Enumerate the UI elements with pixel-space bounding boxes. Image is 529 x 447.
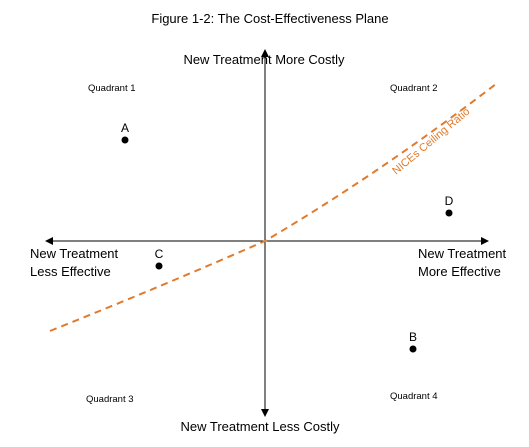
ceiling-ratio-line [49, 83, 497, 332]
quadrant-3-label: Quadrant 3 [86, 394, 134, 405]
axis-label-left-line2: Less Effective [30, 264, 111, 279]
quadrant-2-label: Quadrant 2 [390, 83, 438, 94]
point-b-label: B [409, 330, 417, 344]
quadrant-4-label: Quadrant 4 [390, 391, 438, 402]
axis-label-right-line2: More Effective [418, 264, 501, 279]
point-c-marker [155, 262, 163, 270]
axis-label-left-line1: New Treatment [30, 246, 119, 261]
point-a-marker [121, 136, 129, 144]
ceiling-ratio-label: NICEs Ceiling Ratio [390, 106, 472, 178]
point-c-label: C [155, 247, 164, 261]
point-a-label: A [121, 121, 129, 135]
point-b-marker [409, 345, 417, 353]
point-d-marker [445, 209, 453, 217]
axis-label-bottom: New Treatment Less Costly [181, 419, 340, 434]
point-d-label: D [445, 194, 454, 208]
axis-label-right-line1: New Treatment [418, 246, 507, 261]
figure-title: Figure 1-2: The Cost-Effectiveness Plane [151, 11, 388, 26]
axis-label-top: New Treatment More Costly [183, 52, 345, 67]
quadrant-1-label: Quadrant 1 [88, 83, 136, 94]
